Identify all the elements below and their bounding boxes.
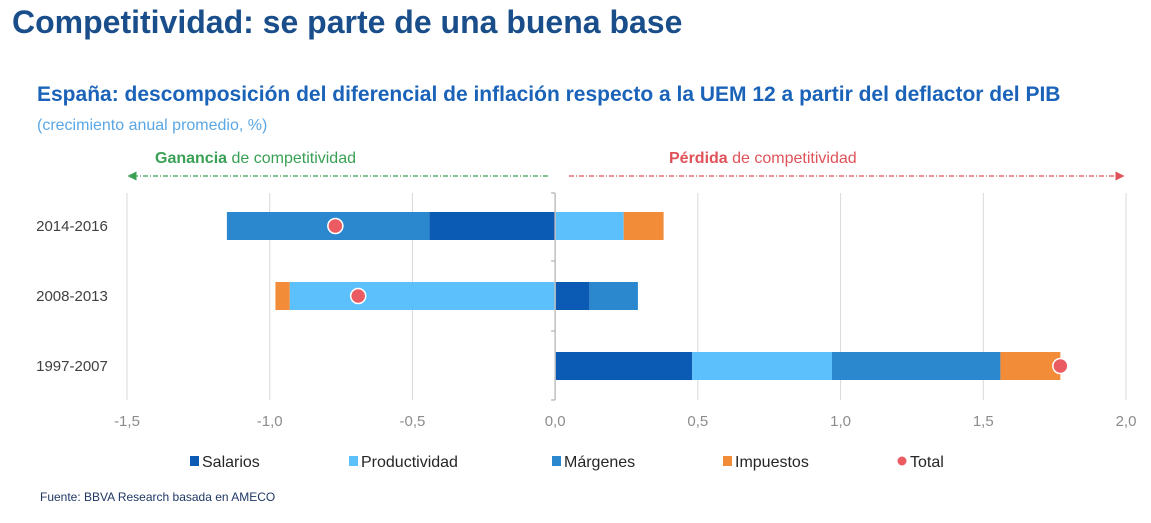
y-category-label: 2008-2013	[36, 288, 108, 305]
legend-label-total: Total	[910, 454, 944, 471]
x-tick-label: 1,5	[973, 413, 994, 430]
annotation-layer: Ganancia de competitividad Pérdida de co…	[127, 150, 1125, 181]
legend-swatch-impuestos	[723, 456, 732, 466]
legend-swatch-total	[897, 456, 907, 466]
loss-annotation-text: de competitividad	[732, 150, 857, 167]
y-category-label: 1997-2007	[36, 358, 108, 375]
x-tick-label: 0,5	[687, 413, 708, 430]
loss-annotation-bold: Pérdida	[669, 150, 728, 167]
x-tick-label: 1,0	[830, 413, 851, 430]
label-layer: -1,5 -1,0 -0,5 0,0 0,5 1,0 1,5 2,0 2014-2016 2008…	[36, 218, 1136, 430]
x-tick-label: 2,0	[1116, 413, 1137, 430]
y-category-label: 2014-2016	[36, 218, 108, 235]
legend-label-salarios: Salarios	[202, 454, 260, 471]
x-tick-label: 0,0	[545, 413, 566, 430]
bar-impuestos	[1000, 352, 1061, 380]
bar-productividad	[692, 352, 833, 380]
page-title: Competitividad: se parte de una buena ba…	[12, 4, 683, 40]
x-tick-label: -0,5	[399, 413, 425, 430]
bar-salarios	[555, 282, 590, 310]
total-marker	[327, 217, 344, 235]
bar-impuestos	[623, 212, 664, 240]
legend-label-margenes: Márgenes	[564, 454, 635, 471]
x-tick-label: -1,0	[257, 413, 283, 430]
gain-annotation: Ganancia de competitividad	[155, 150, 356, 167]
bar-productividad	[555, 212, 624, 240]
total-dot-layer	[327, 217, 1069, 375]
x-tick-label: -1,5	[114, 413, 140, 430]
chart-subtitle: (crecimiento anual promedio, %)	[37, 117, 268, 134]
axis-layer	[551, 192, 556, 401]
chart: Ganancia de competitividad Pérdida de co…	[36, 150, 1136, 471]
loss-annotation: Pérdida de competitividad	[669, 150, 857, 167]
bar-productividad	[289, 282, 556, 310]
chart-title: España: descomposición del diferencial d…	[37, 80, 1117, 140]
source-note: Fuente: BBVA Research basada en AMECO	[40, 490, 276, 504]
gain-annotation-text: de competitividad	[231, 150, 356, 167]
bar-margenes	[589, 282, 638, 310]
total-marker	[349, 287, 367, 305]
gain-annotation-bold: Ganancia	[155, 150, 227, 167]
legend-swatch-margenes	[552, 456, 561, 466]
chart-title-text: España: descomposición del diferencial d…	[37, 83, 1061, 106]
total-marker	[1052, 357, 1069, 375]
bar-salarios	[555, 352, 693, 380]
bar-margenes	[832, 352, 1001, 380]
legend-label-impuestos: Impuestos	[735, 454, 809, 471]
legend-swatch-salarios	[190, 456, 199, 466]
legend-label-productividad: Productividad	[361, 454, 458, 471]
legend-swatch-productividad	[349, 456, 358, 466]
bar-salarios	[429, 212, 556, 240]
bar-layer	[226, 212, 1061, 380]
bar-impuestos	[275, 282, 290, 310]
legend: Salarios Productividad Márgenes Impuestos To…	[190, 454, 944, 471]
